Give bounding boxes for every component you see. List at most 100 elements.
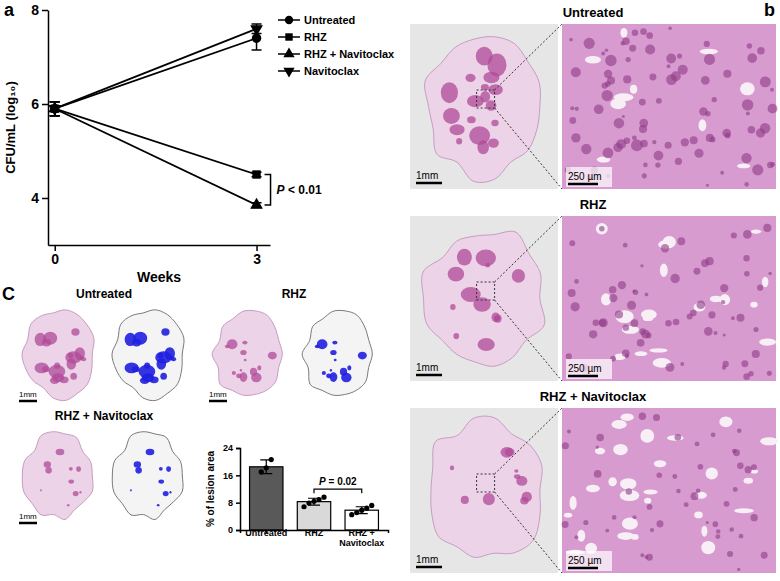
zoom-connector xyxy=(495,24,562,189)
cell-cluster xyxy=(633,289,639,295)
cell-cluster xyxy=(594,104,604,114)
lesion xyxy=(150,376,159,383)
zoom-image xyxy=(562,216,776,381)
cell-cluster xyxy=(715,534,720,539)
cell-cluster xyxy=(704,54,715,65)
lesion xyxy=(450,465,454,470)
zoom-image xyxy=(562,24,776,189)
lesion xyxy=(70,373,77,380)
cell-cluster xyxy=(696,488,701,493)
lesion xyxy=(134,461,141,467)
significance-bracket xyxy=(265,175,271,206)
cell-cluster xyxy=(570,106,574,110)
lesion xyxy=(514,474,521,479)
cell-cluster xyxy=(668,26,672,30)
alveolus xyxy=(621,413,634,421)
figure: abC03468WeeksCFU/mL (log₁₀)P < 0.01Untre… xyxy=(0,0,780,581)
data-point xyxy=(354,510,359,515)
cell-cluster xyxy=(665,320,672,327)
alveolus xyxy=(613,444,628,455)
scale-bar-label: 1mm xyxy=(416,554,438,565)
y-tick-mark xyxy=(42,198,48,200)
lesion xyxy=(491,120,498,127)
lesion xyxy=(505,448,515,456)
cell-cluster xyxy=(760,76,771,87)
alveolus xyxy=(631,534,638,540)
y-tick-label: 6 xyxy=(31,96,39,112)
cell-cluster xyxy=(741,153,751,163)
lesion xyxy=(476,250,496,267)
cell-cluster xyxy=(695,442,700,447)
panel-letter: C xyxy=(2,284,15,304)
cell-cluster xyxy=(743,230,752,239)
series-line xyxy=(55,38,257,109)
cell-cluster xyxy=(569,38,573,42)
data-point xyxy=(321,495,326,500)
scale-bar-label: 1mm xyxy=(416,362,438,373)
y-axis-line xyxy=(236,449,241,531)
lesion xyxy=(232,371,236,375)
scale-bar xyxy=(19,400,37,403)
data-point xyxy=(259,469,264,474)
x-axis-title: Weeks xyxy=(137,269,181,285)
y-tick: 16 xyxy=(223,471,240,481)
cell-cluster xyxy=(583,520,588,525)
cell-cluster xyxy=(568,289,576,297)
cell-cluster xyxy=(639,119,648,128)
y-tick-label: 0 xyxy=(228,525,233,535)
cell-cluster xyxy=(571,133,580,142)
lesion xyxy=(512,269,525,283)
scale-bar xyxy=(416,182,442,185)
data-point xyxy=(311,499,316,504)
cell-cluster xyxy=(757,47,764,54)
cell-cluster xyxy=(652,140,656,144)
lesion xyxy=(67,504,70,506)
alveolus xyxy=(608,477,616,486)
x-tick-label: RHZ xyxy=(305,528,324,538)
lung-lobe xyxy=(112,310,184,401)
cell-cluster xyxy=(694,268,701,275)
lesion xyxy=(242,341,247,345)
alveolus xyxy=(734,508,754,513)
cell-cluster xyxy=(676,489,681,494)
lesion xyxy=(330,350,336,355)
significance-bracket xyxy=(314,489,362,493)
lesion xyxy=(159,467,163,471)
cell-cluster xyxy=(720,284,728,292)
lesion xyxy=(144,363,150,369)
lesion xyxy=(488,138,499,147)
cell-cluster xyxy=(656,472,662,478)
cell-cluster xyxy=(706,257,714,265)
y-tick-mark xyxy=(236,530,240,532)
series-line xyxy=(55,29,257,109)
cell-cluster xyxy=(581,144,591,154)
x-tick: RHZ xyxy=(305,528,324,538)
cell-cluster xyxy=(601,52,605,56)
scale-bar-label: 250 µm xyxy=(568,555,602,566)
plot-area xyxy=(48,24,263,209)
cell-cluster xyxy=(574,535,578,539)
legend: UntreatedRHZRHZ + NavitoclaxNavitoclax xyxy=(278,14,395,78)
cell-cluster xyxy=(584,38,595,49)
cell-cluster xyxy=(640,140,648,148)
lesion xyxy=(334,359,337,362)
cell-cluster xyxy=(656,98,662,104)
lesion xyxy=(514,469,518,472)
bar xyxy=(250,467,283,530)
cell-cluster xyxy=(575,107,579,111)
alveolus xyxy=(712,297,729,302)
x-tick-label: 0 xyxy=(51,251,59,267)
lesion xyxy=(358,352,367,360)
cell-cluster xyxy=(625,354,629,358)
lesion xyxy=(469,126,490,145)
cell-cluster xyxy=(732,449,737,454)
alveolus xyxy=(750,302,757,308)
y-tick-label: 16 xyxy=(223,471,233,481)
cell-cluster xyxy=(646,554,653,561)
annotation: P < 0.01 xyxy=(277,183,322,197)
cell-cluster xyxy=(672,474,677,479)
data-point xyxy=(364,506,369,511)
cell-cluster xyxy=(752,164,763,175)
cell-cluster xyxy=(599,318,608,327)
data-point xyxy=(306,500,311,505)
